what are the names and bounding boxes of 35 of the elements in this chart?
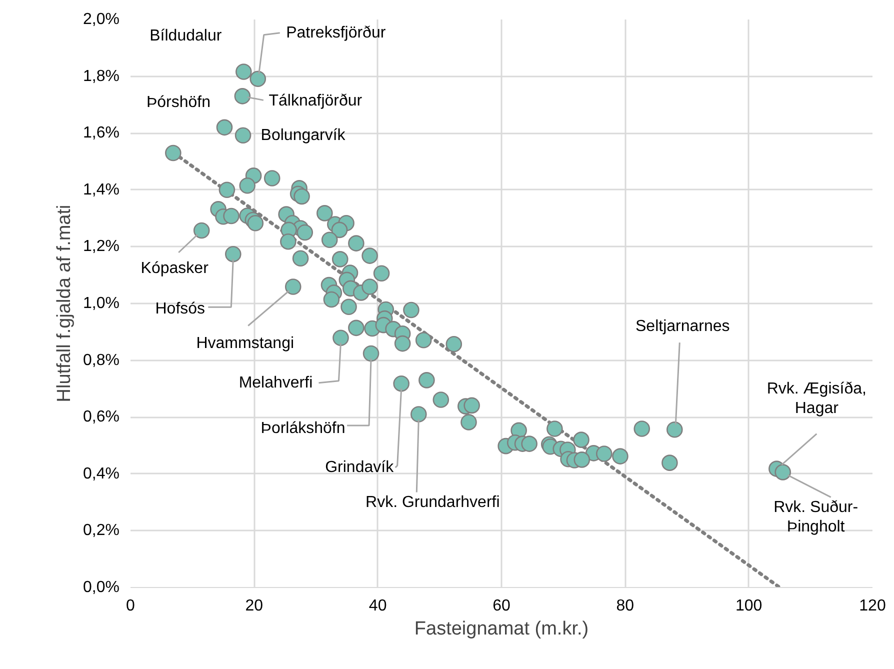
annotation: Þórshöfn	[146, 94, 211, 111]
annotation: Kópasker	[140, 260, 210, 278]
y-tick-label: 2,0%	[83, 11, 120, 28]
annotation: Grindavík	[325, 459, 395, 476]
y-tick-label: 0,4%	[83, 465, 120, 482]
x-tick-label: 0	[126, 598, 136, 614]
annotation: Patreksfjörður	[286, 24, 386, 42]
y-tick-label: 1,4%	[83, 181, 120, 198]
annotation: Rvk. Grundarhverfi	[366, 494, 500, 511]
y-tick-label: 1,8%	[83, 68, 120, 85]
x-tick-label: 20	[245, 598, 264, 614]
y-tick-label: 1,0%	[83, 295, 120, 312]
annotation: Hvammstangi	[196, 335, 294, 352]
y-tick-label: 1,6%	[83, 124, 120, 142]
y-tick-label: 0,0%	[83, 579, 120, 596]
annotation: Bolungarvík	[260, 126, 346, 144]
y-tick-label: 0,6%	[83, 408, 120, 426]
annotation: Seltjarnarnes	[635, 318, 730, 336]
x-axis-title: Fasteignamat (m.kr.)	[414, 618, 589, 640]
x-tick-label: 60	[492, 598, 510, 614]
x-tick-label: 40	[368, 598, 387, 614]
y-axis-title: Hlutfall f.gjalda af f.mati	[54, 204, 76, 402]
annotation: Bíldudalur	[150, 27, 222, 44]
y-tick-label: 0,2%	[83, 522, 120, 540]
x-tick-label: 100	[735, 598, 762, 614]
y-tick-label: 0,8%	[83, 352, 120, 369]
x-tick-label: 120	[859, 598, 886, 614]
annotation: Tálknafjörður	[268, 92, 363, 110]
y-tick-label: 1,2%	[83, 238, 120, 256]
x-tick-label: 80	[616, 598, 634, 614]
annotation: Rvk. Suður- Þingholt	[774, 498, 858, 536]
annotation: Rvk. Ægisíða, Hagar	[766, 380, 866, 418]
annotation: Melahverfi	[238, 374, 313, 392]
annotation: Þorlákshöfn	[260, 420, 346, 437]
annotation: Hofsós	[155, 300, 206, 318]
